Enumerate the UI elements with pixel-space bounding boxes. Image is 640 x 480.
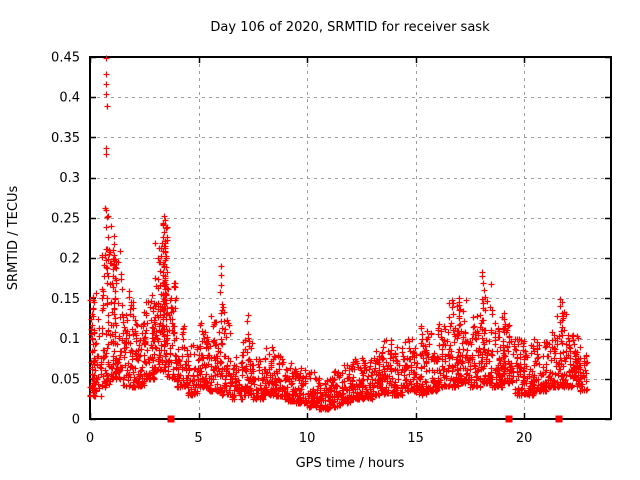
svg-text:0.25: 0.25: [51, 211, 80, 226]
svg-text:15: 15: [407, 431, 424, 446]
svg-text:0.05: 0.05: [51, 372, 80, 387]
chart-title: Day 106 of 2020, SRMTID for receiver sas…: [210, 20, 490, 35]
svg-text:0.3: 0.3: [59, 171, 80, 186]
x-tick-labels: 0 5 10 15 20: [86, 431, 533, 446]
svg-text:0.15: 0.15: [51, 292, 80, 307]
svg-text:5: 5: [194, 431, 202, 446]
svg-text:0.35: 0.35: [51, 131, 80, 146]
y-axis-label: SRMTID / TECUs: [6, 186, 21, 291]
svg-text:0.1: 0.1: [59, 332, 80, 347]
svg-text:0.4: 0.4: [59, 91, 80, 106]
svg-text:0.45: 0.45: [51, 51, 80, 66]
axis-event-markers: [167, 415, 563, 423]
scatter-points: [87, 55, 591, 413]
svg-text:0: 0: [72, 413, 80, 428]
axis-ticks: [89, 56, 611, 421]
svg-text:0: 0: [86, 431, 94, 446]
y-tick-labels: 0 0.05 0.1 0.15 0.2 0.25 0.3 0.35 0.4 0.45: [51, 51, 80, 428]
x-axis-label: GPS time / hours: [296, 456, 405, 471]
plot-border: [89, 56, 612, 420]
svg-text:0.2: 0.2: [59, 252, 80, 267]
svg-text:10: 10: [299, 431, 316, 446]
svg-text:20: 20: [516, 431, 533, 446]
